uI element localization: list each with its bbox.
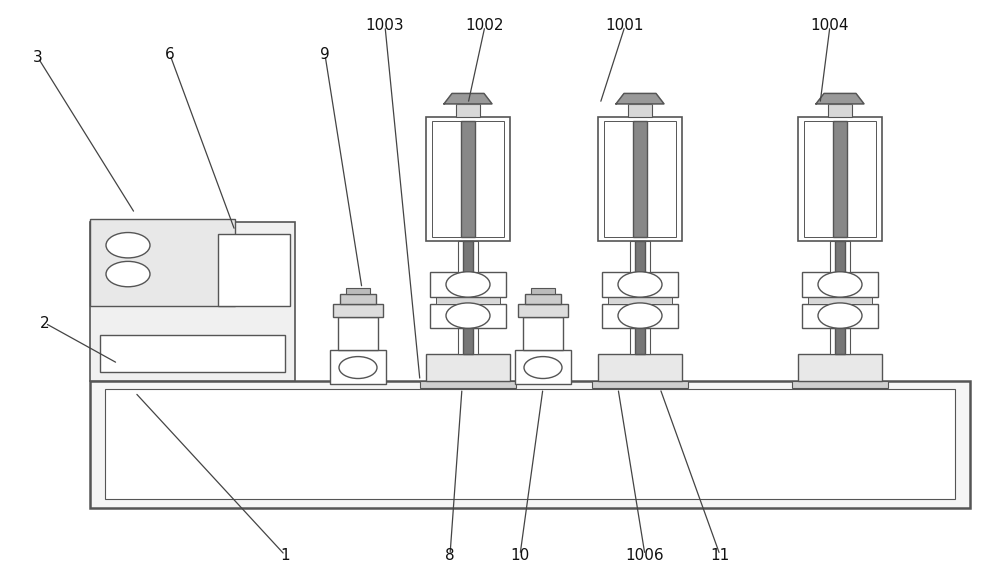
Bar (635, 328, 645, 354)
Bar (598, 117, 682, 241)
Bar (426, 117, 510, 241)
Bar (523, 317, 563, 350)
Bar (602, 272, 678, 297)
Bar (630, 328, 650, 354)
Circle shape (446, 303, 490, 328)
Bar (628, 104, 652, 117)
Bar (100, 335, 285, 372)
Circle shape (818, 303, 862, 328)
Text: 11: 11 (710, 548, 730, 563)
Circle shape (818, 272, 862, 297)
Circle shape (618, 272, 662, 297)
Bar (458, 328, 478, 354)
Text: 1003: 1003 (366, 18, 404, 33)
Bar (525, 294, 561, 304)
Text: 2: 2 (40, 316, 50, 331)
Bar (461, 121, 475, 237)
Bar (798, 354, 882, 381)
Bar (531, 288, 555, 294)
Bar (456, 104, 480, 117)
Bar (630, 241, 650, 272)
Bar (604, 121, 676, 237)
Circle shape (106, 233, 150, 258)
Text: 3: 3 (33, 50, 43, 65)
Text: 9: 9 (320, 47, 330, 62)
Circle shape (446, 272, 490, 297)
Bar (105, 389, 955, 499)
Bar (463, 241, 473, 272)
Bar (426, 354, 510, 381)
Bar (515, 350, 571, 384)
Text: 6: 6 (165, 47, 175, 62)
Text: 1004: 1004 (811, 18, 849, 33)
Circle shape (618, 303, 662, 328)
Polygon shape (816, 93, 864, 104)
Bar (518, 304, 568, 317)
Bar (835, 328, 845, 354)
Bar (463, 328, 473, 354)
Bar (833, 121, 847, 237)
Circle shape (524, 357, 562, 379)
Bar (830, 328, 850, 354)
Circle shape (106, 261, 150, 287)
Bar (218, 234, 290, 306)
Bar (808, 297, 872, 304)
Text: 1: 1 (280, 548, 290, 563)
Bar (828, 104, 852, 117)
Bar (90, 219, 235, 306)
Bar (90, 381, 970, 508)
Bar (633, 121, 647, 237)
Text: 1002: 1002 (466, 18, 504, 33)
Bar (333, 304, 383, 317)
Bar (90, 222, 295, 381)
Bar (420, 381, 516, 388)
Bar (338, 317, 378, 350)
Bar (830, 241, 850, 272)
Text: 1006: 1006 (626, 548, 664, 563)
Bar (802, 272, 878, 297)
Bar (592, 381, 688, 388)
Text: 10: 10 (510, 548, 530, 563)
Bar (608, 297, 672, 304)
Bar (635, 241, 645, 272)
Bar (598, 354, 682, 381)
Bar (430, 272, 506, 297)
Bar (330, 350, 386, 384)
Polygon shape (616, 93, 664, 104)
Polygon shape (444, 93, 492, 104)
Bar (792, 381, 888, 388)
Bar (835, 241, 845, 272)
Text: 8: 8 (445, 548, 455, 563)
Text: 1001: 1001 (606, 18, 644, 33)
Bar (436, 297, 500, 304)
Bar (432, 121, 504, 237)
Bar (804, 121, 876, 237)
Bar (346, 288, 370, 294)
Bar (802, 304, 878, 328)
Bar (458, 241, 478, 272)
Bar (798, 117, 882, 241)
Circle shape (339, 357, 377, 379)
Bar (430, 304, 506, 328)
Bar (602, 304, 678, 328)
Bar (340, 294, 376, 304)
